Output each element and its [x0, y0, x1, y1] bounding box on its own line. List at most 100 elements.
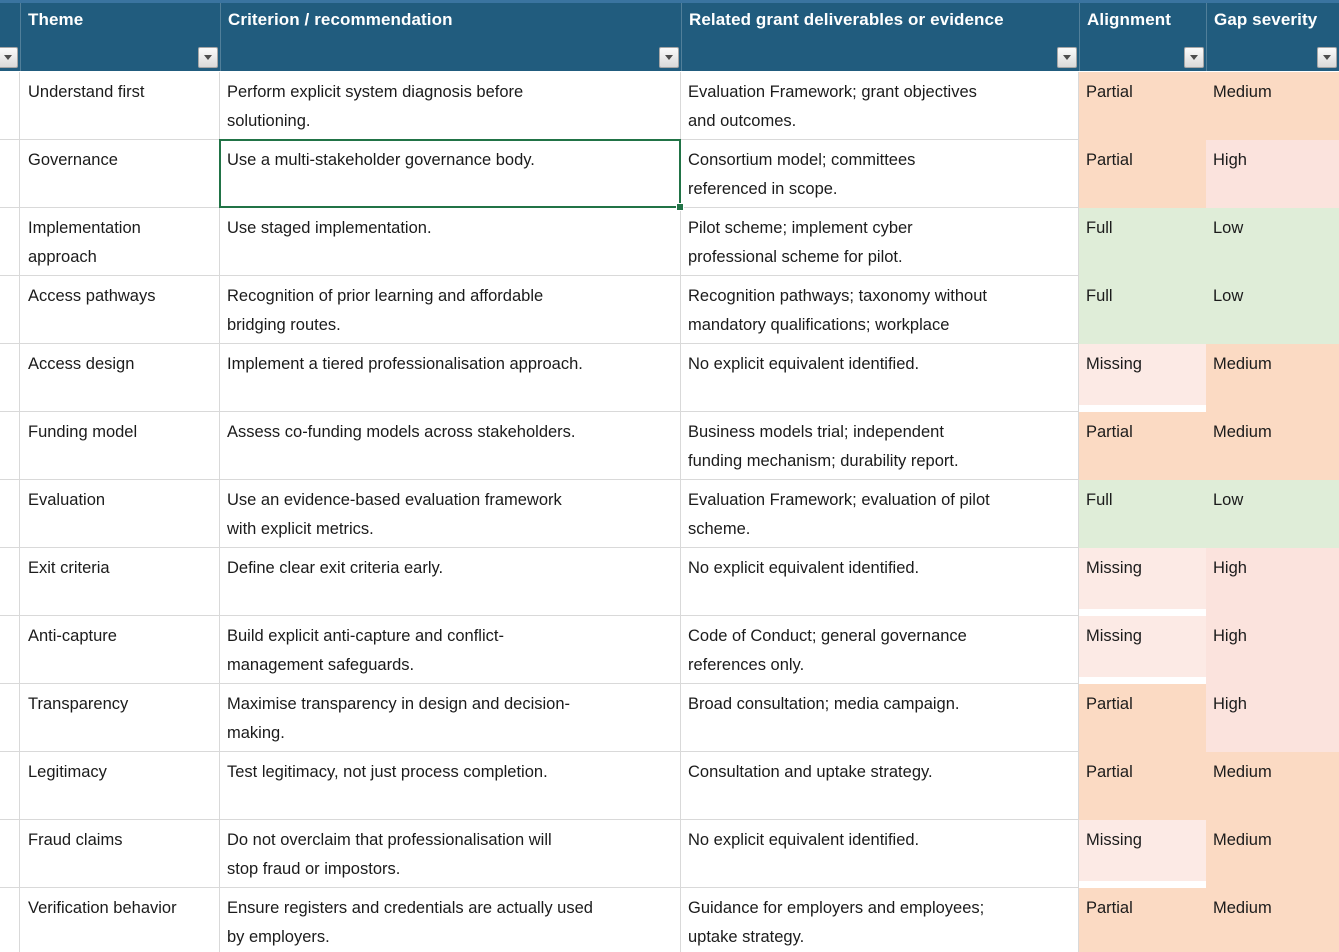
cell-gap-row3[interactable]: Low [1206, 208, 1339, 276]
cell-blank-row2[interactable] [0, 140, 20, 208]
cell-criterion-row9[interactable]: Build explicit anti-capture and conflict… [220, 616, 681, 684]
cell-gap-row12[interactable]: Medium [1206, 820, 1339, 888]
cell-evidence-row1[interactable]: Evaluation Framework; grant objectives a… [681, 72, 1079, 140]
table-body: Understand first Perform explicit system … [0, 72, 1339, 952]
cell-blank-row4[interactable] [0, 276, 20, 344]
chevron-down-icon [1323, 55, 1331, 60]
cell-gap-row13[interactable]: Medium [1206, 888, 1339, 952]
cell-criterion-row12[interactable]: Do not overclaim that professionalisatio… [220, 820, 681, 888]
cell-criterion-row3[interactable]: Use staged implementation. [220, 208, 681, 276]
cell-alignment-row3[interactable]: Full [1079, 208, 1206, 276]
cell-criterion-row4[interactable]: Recognition of prior learning and afford… [220, 276, 681, 344]
cell-criterion-row5[interactable]: Implement a tiered professionalisation a… [220, 344, 681, 412]
cell-alignment-row6[interactable]: Partial [1079, 412, 1206, 480]
cell-evidence-row5[interactable]: No explicit equivalent identified. [681, 344, 1079, 412]
cell-gap-row1[interactable]: Medium [1206, 72, 1339, 140]
cell-theme-row11[interactable]: Legitimacy [20, 752, 220, 820]
column-header-label: Gap severity [1214, 10, 1318, 29]
cell-alignment-row13[interactable]: Partial [1079, 888, 1206, 952]
cell-criterion-row1[interactable]: Perform explicit system diagnosis before… [220, 72, 681, 140]
cell-evidence-row9[interactable]: Code of Conduct; general governance refe… [681, 616, 1079, 684]
cell-blank-row5[interactable] [0, 344, 20, 412]
cell-gap-row2[interactable]: High [1206, 140, 1339, 208]
cell-criterion-row2[interactable]: Use a multi-stakeholder governance body. [220, 140, 681, 208]
cell-theme-row1[interactable]: Understand first [20, 72, 220, 140]
cell-blank-row1[interactable] [0, 72, 20, 140]
cell-evidence-row10[interactable]: Broad consultation; media campaign. [681, 684, 1079, 752]
cell-blank-row6[interactable] [0, 412, 20, 480]
cell-gap-row4[interactable]: Low [1206, 276, 1339, 344]
cell-evidence-row2[interactable]: Consortium model; committees referenced … [681, 140, 1079, 208]
filter-dropdown-blank[interactable] [0, 47, 18, 68]
cell-theme-row7[interactable]: Evaluation [20, 480, 220, 548]
cell-alignment-row12[interactable]: Missing [1079, 820, 1206, 888]
table-header: Theme Criterion / recommendation Related g… [0, 0, 1339, 72]
filter-dropdown-evidence[interactable] [1057, 47, 1077, 68]
cell-alignment-row11[interactable]: Partial [1079, 752, 1206, 820]
table-row: Evaluation Use an evidence-based evaluati… [0, 480, 1339, 548]
cell-evidence-row12[interactable]: No explicit equivalent identified. [681, 820, 1079, 888]
cell-criterion-row10[interactable]: Maximise transparency in design and deci… [220, 684, 681, 752]
header-cell-criterion[interactable]: Criterion / recommendation [220, 3, 681, 71]
header-cell-gap[interactable]: Gap severity [1206, 3, 1339, 71]
cell-blank-row13[interactable] [0, 888, 20, 952]
cell-evidence-row7[interactable]: Evaluation Framework; evaluation of pilo… [681, 480, 1079, 548]
cell-evidence-row3[interactable]: Pilot scheme; implement cyber profession… [681, 208, 1079, 276]
cell-evidence-row11[interactable]: Consultation and uptake strategy. [681, 752, 1079, 820]
cell-evidence-row4[interactable]: Recognition pathways; taxonomy without m… [681, 276, 1079, 344]
cell-evidence-row13[interactable]: Guidance for employers and employees; up… [681, 888, 1079, 952]
cell-blank-row12[interactable] [0, 820, 20, 888]
cell-criterion-row11[interactable]: Test legitimacy, not just process comple… [220, 752, 681, 820]
cell-alignment-row5[interactable]: Missing [1079, 344, 1206, 412]
chevron-down-icon [665, 55, 673, 60]
cell-blank-row8[interactable] [0, 548, 20, 616]
chevron-down-icon [204, 55, 212, 60]
cell-theme-row3[interactable]: Implementation approach [20, 208, 220, 276]
cell-gap-row8[interactable]: High [1206, 548, 1339, 616]
cell-theme-row9[interactable]: Anti-capture [20, 616, 220, 684]
header-cell-blank[interactable] [0, 3, 20, 71]
cell-gap-row9[interactable]: High [1206, 616, 1339, 684]
cell-theme-row13[interactable]: Verification behavior [20, 888, 220, 952]
cell-gap-row7[interactable]: Low [1206, 480, 1339, 548]
cell-theme-row2[interactable]: Governance [20, 140, 220, 208]
cell-criterion-row7[interactable]: Use an evidence-based evaluation framewo… [220, 480, 681, 548]
cell-blank-row10[interactable] [0, 684, 20, 752]
filter-dropdown-theme[interactable] [198, 47, 218, 68]
cell-gap-row5[interactable]: Medium [1206, 344, 1339, 412]
filter-dropdown-gap[interactable] [1317, 47, 1337, 68]
cell-gap-row6[interactable]: Medium [1206, 412, 1339, 480]
header-cell-theme[interactable]: Theme [20, 3, 220, 71]
cell-alignment-row10[interactable]: Partial [1079, 684, 1206, 752]
cell-blank-row11[interactable] [0, 752, 20, 820]
cell-theme-row5[interactable]: Access design [20, 344, 220, 412]
cell-theme-row12[interactable]: Fraud claims [20, 820, 220, 888]
cell-theme-row8[interactable]: Exit criteria [20, 548, 220, 616]
cell-theme-row6[interactable]: Funding model [20, 412, 220, 480]
filter-dropdown-criterion[interactable] [659, 47, 679, 68]
chevron-down-icon [1063, 55, 1071, 60]
cell-theme-row4[interactable]: Access pathways [20, 276, 220, 344]
cell-theme-row10[interactable]: Transparency [20, 684, 220, 752]
cell-alignment-row8[interactable]: Missing [1079, 548, 1206, 616]
cell-alignment-row7[interactable]: Full [1079, 480, 1206, 548]
table-row: Funding model Assess co-funding models ac… [0, 412, 1339, 480]
cell-alignment-row4[interactable]: Full [1079, 276, 1206, 344]
header-cell-evidence[interactable]: Related grant deliverables or evidence [681, 3, 1079, 71]
header-cell-alignment[interactable]: Alignment [1079, 3, 1206, 71]
cell-evidence-row6[interactable]: Business models trial; independent fundi… [681, 412, 1079, 480]
cell-gap-row11[interactable]: Medium [1206, 752, 1339, 820]
cell-blank-row3[interactable] [0, 208, 20, 276]
cell-criterion-row6[interactable]: Assess co-funding models across stakehol… [220, 412, 681, 480]
cell-criterion-row8[interactable]: Define clear exit criteria early. [220, 548, 681, 616]
table-row: Access pathways Recognition of prior lear… [0, 276, 1339, 344]
cell-evidence-row8[interactable]: No explicit equivalent identified. [681, 548, 1079, 616]
cell-blank-row9[interactable] [0, 616, 20, 684]
cell-criterion-row13[interactable]: Ensure registers and credentials are act… [220, 888, 681, 952]
filter-dropdown-alignment[interactable] [1184, 47, 1204, 68]
cell-alignment-row1[interactable]: Partial [1079, 72, 1206, 140]
cell-gap-row10[interactable]: High [1206, 684, 1339, 752]
cell-alignment-row2[interactable]: Partial [1079, 140, 1206, 208]
cell-blank-row7[interactable] [0, 480, 20, 548]
cell-alignment-row9[interactable]: Missing [1079, 616, 1206, 684]
